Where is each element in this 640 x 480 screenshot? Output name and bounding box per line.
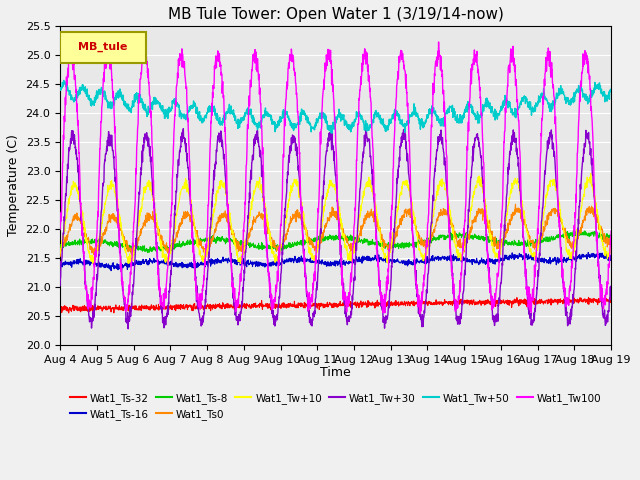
Y-axis label: Temperature (C): Temperature (C) [7, 134, 20, 236]
X-axis label: Time: Time [320, 366, 351, 379]
Title: MB Tule Tower: Open Water 1 (3/19/14-now): MB Tule Tower: Open Water 1 (3/19/14-now… [168, 7, 504, 22]
Legend: Wat1_Ts-32, Wat1_Ts-16, Wat1_Ts-8, Wat1_Ts0, Wat1_Tw+10, Wat1_Tw+30, Wat1_Tw+50,: Wat1_Ts-32, Wat1_Ts-16, Wat1_Ts-8, Wat1_… [66, 388, 605, 424]
FancyBboxPatch shape [60, 32, 145, 62]
Text: MB_tule: MB_tule [78, 42, 127, 52]
